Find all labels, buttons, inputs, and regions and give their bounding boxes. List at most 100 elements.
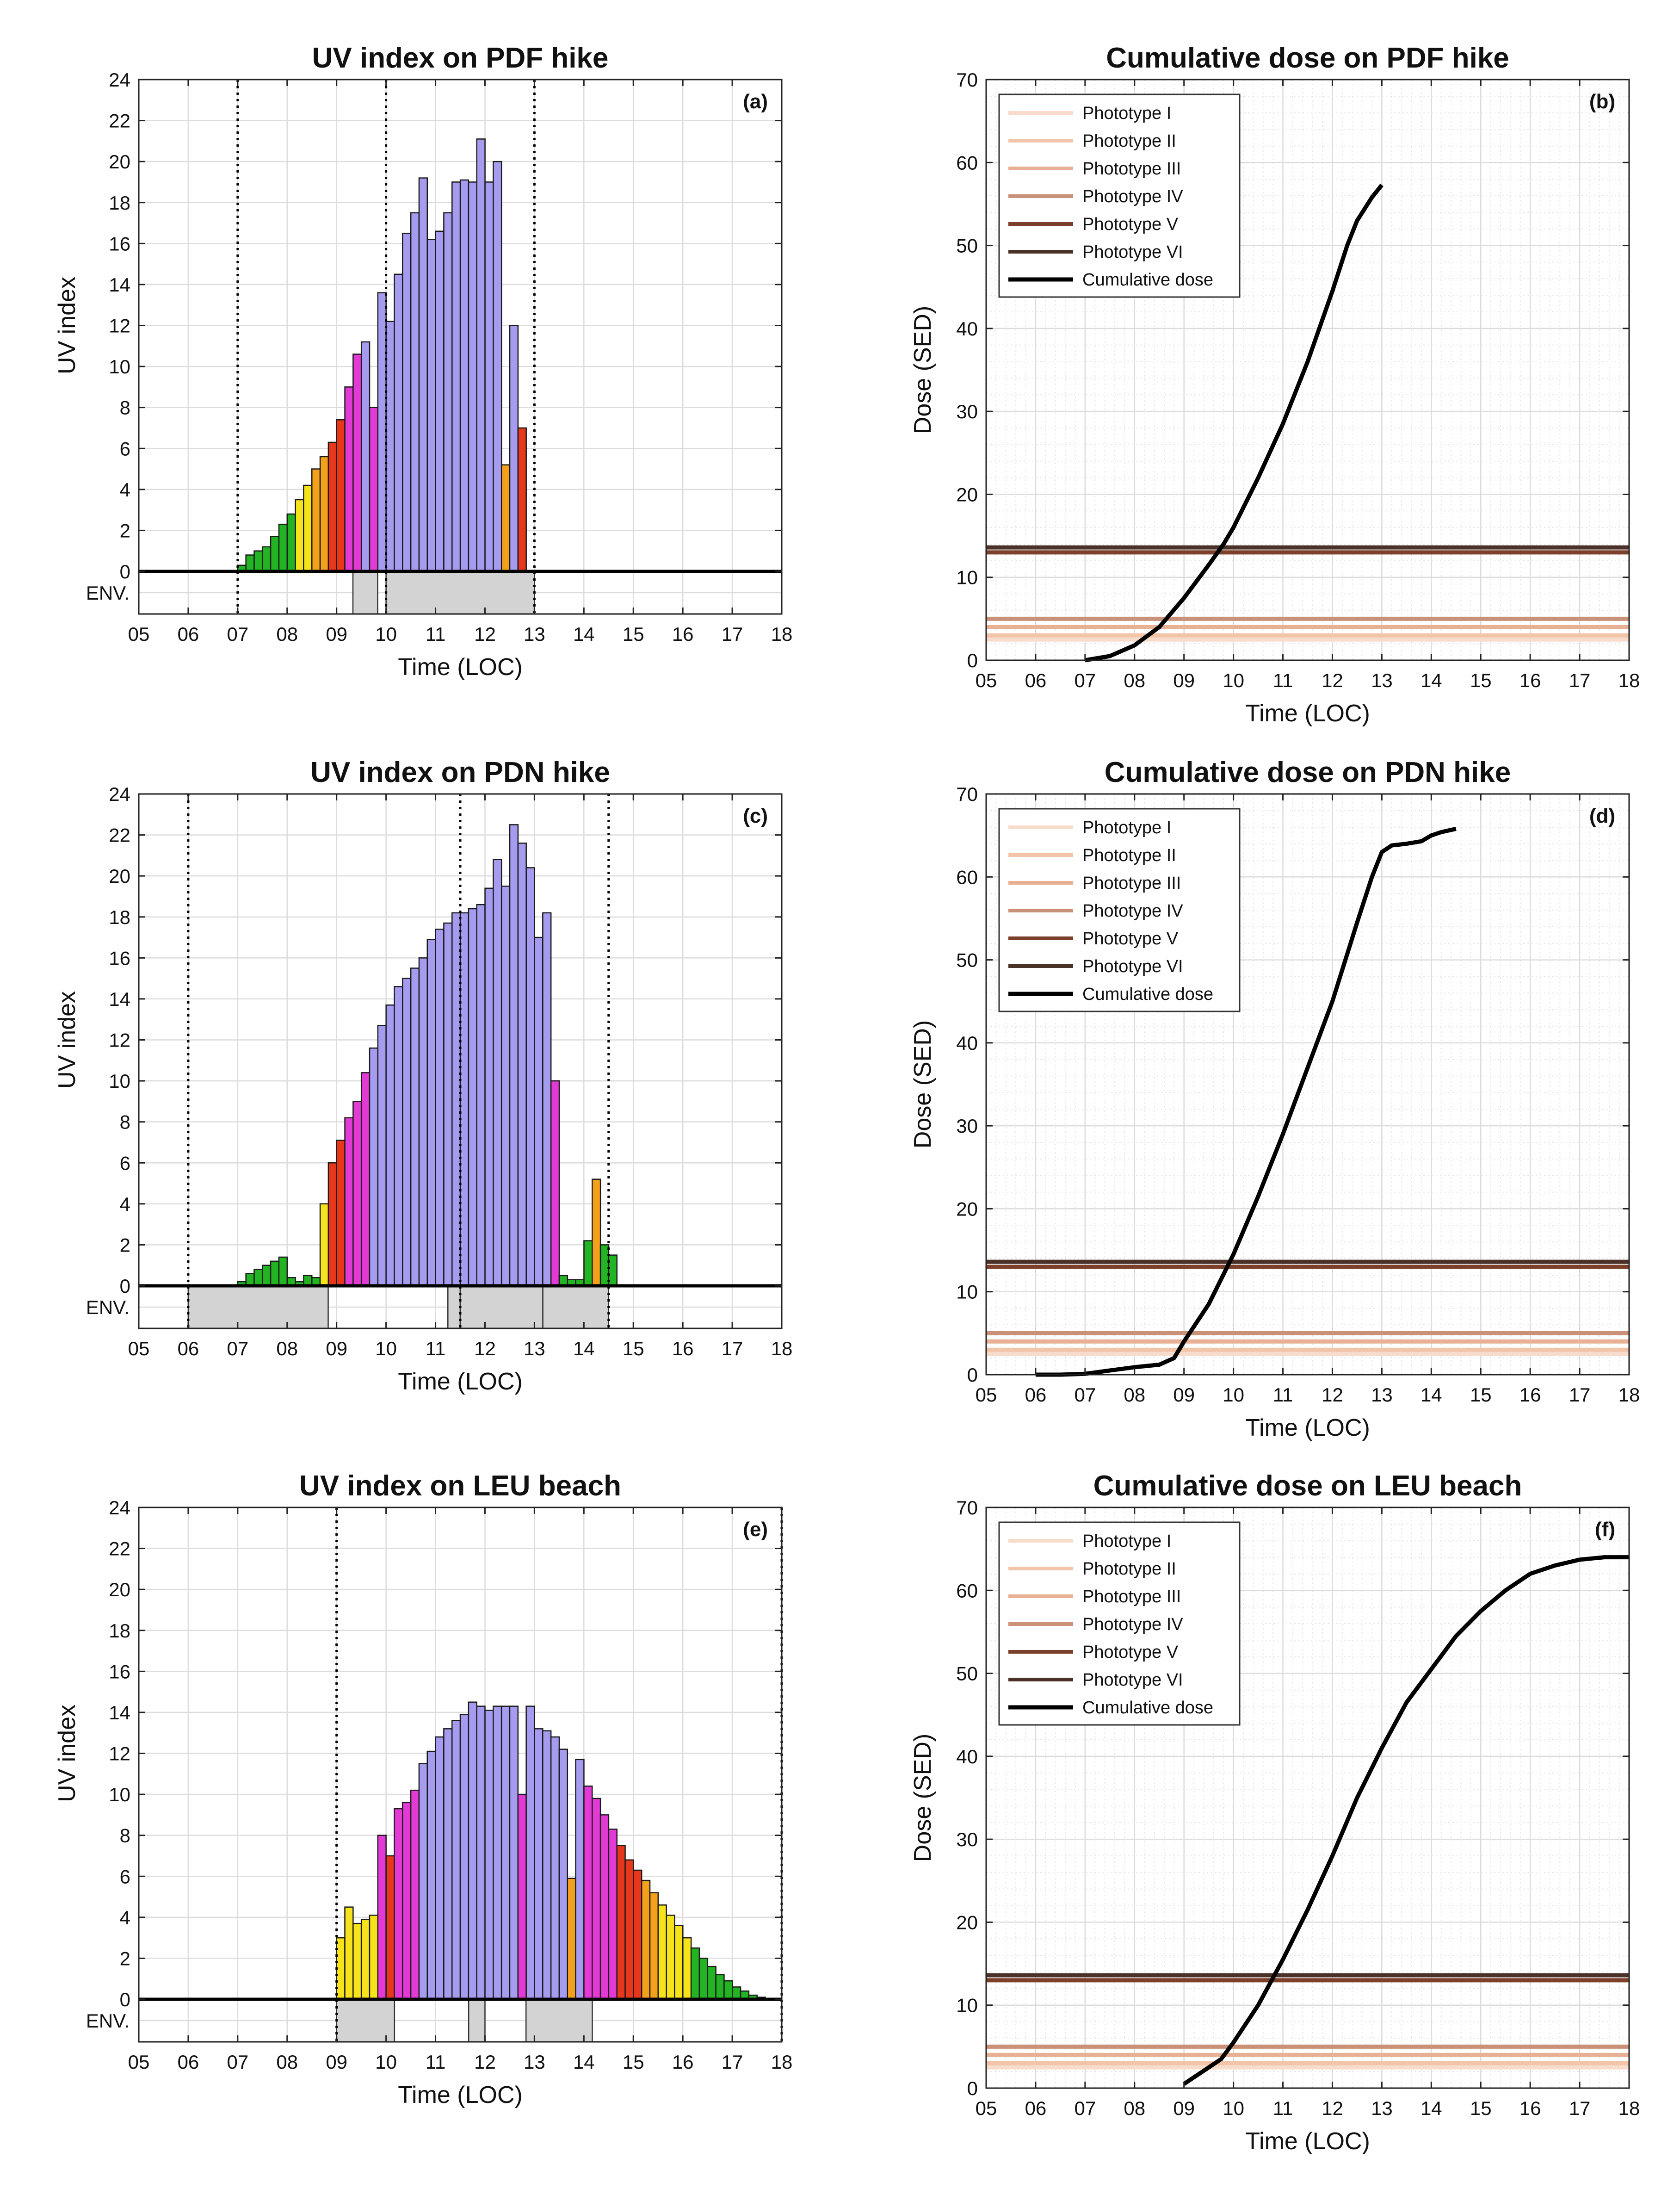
y-tick-label: 30 (956, 401, 978, 422)
x-tick-label: 17 (1569, 1384, 1591, 1406)
uv-bar (295, 499, 304, 572)
panel-d: Phototype I Phototype II Phototype III Phot… (909, 756, 1640, 1441)
uv-bar (352, 353, 362, 572)
x-tick-label: 16 (672, 1338, 694, 1359)
uv-bar (426, 1750, 436, 2000)
uv-bar (435, 929, 445, 1287)
uv-bar (567, 1878, 576, 2000)
x-tick-label: 12 (474, 1338, 496, 1359)
legend-label: Phototype I (1082, 818, 1171, 837)
panel-c: ENV.05 06 07 08 09 10 11 12 13 14 15 16 17 1802468101… (54, 756, 792, 1395)
uv-bar (418, 177, 428, 572)
y-tick-label: 6 (120, 1152, 130, 1174)
uv-bar (591, 1798, 601, 2000)
x-tick-label: 10 (1223, 2097, 1244, 2119)
y-tick-label: 2 (120, 520, 130, 541)
y-tick-label: 10 (109, 1070, 130, 1092)
panel-f: Phototype I Phototype II Phototype III Phot… (909, 1470, 1640, 2155)
uv-bar (459, 1714, 469, 2000)
x-tick-label: 05 (976, 2097, 997, 2119)
y-tick-label: 10 (109, 1784, 130, 1805)
chart-title: UV index on PDN hike (310, 756, 610, 788)
uv-bar (336, 419, 346, 572)
uv-bar (517, 427, 527, 572)
x-tick-label: 14 (573, 2051, 595, 2073)
env-block (336, 1998, 395, 2043)
uv-bar (633, 1869, 642, 2000)
legend-label: Phototype IV (1082, 1615, 1183, 1634)
y-tick-label: 14 (109, 274, 130, 296)
y-tick-label: 70 (956, 783, 978, 805)
uv-bar (509, 824, 519, 1287)
x-tick-label: 07 (227, 2051, 248, 2073)
major-grid (986, 1507, 1629, 2088)
y-tick-label: 40 (956, 1032, 978, 1054)
legend-label: Phototype IV (1082, 187, 1183, 206)
uv-bar (319, 1203, 329, 1287)
uv-bar (311, 468, 321, 572)
x-tick-label: 08 (276, 623, 298, 645)
x-tick-label: 11 (1273, 1384, 1293, 1406)
uv-bar (451, 912, 461, 1287)
env-block (187, 1285, 329, 1329)
y-tick-label: 4 (120, 1193, 130, 1215)
legend-label: Phototype V (1082, 215, 1179, 234)
uv-bar (327, 441, 337, 572)
y-tick-label: 8 (120, 1825, 130, 1847)
y-tick-label: 10 (956, 1281, 978, 1303)
uv-bar (707, 1966, 716, 2000)
y-tick-label: 12 (109, 1029, 130, 1051)
y-tick-label: 18 (109, 1620, 130, 1642)
uv-bar (394, 1808, 403, 2000)
x-tick-label: 11 (426, 2051, 446, 2073)
x-tick-label: 11 (1273, 670, 1293, 691)
uv-bar (575, 1759, 585, 2000)
y-tick-label: 8 (120, 397, 130, 419)
x-tick-label: 06 (1025, 1384, 1047, 1406)
uv-bar (731, 1986, 741, 2000)
y-tick-label: 4 (120, 479, 130, 501)
y-tick-label: 60 (956, 1580, 978, 1601)
uv-bar (253, 1269, 263, 1287)
x-tick-label: 15 (623, 623, 644, 645)
uv-bar (352, 1101, 362, 1287)
uv-bar (418, 957, 428, 1287)
panel-e: ENV.05 06 07 08 09 10 11 12 13 14 15 16 17 1802468101… (54, 1470, 792, 2108)
y-axis-label: UV index (54, 1705, 80, 1802)
uv-bar (509, 325, 519, 572)
panel-tag: (d) (1589, 805, 1615, 827)
x-tick-label: 05 (128, 2051, 150, 2073)
uv-bar (484, 181, 494, 572)
x-tick-label: 11 (426, 623, 446, 645)
phototype-thresholds (986, 545, 1629, 642)
legend-label: Phototype III (1082, 874, 1181, 893)
uv-bar (525, 1705, 535, 2000)
uv-bar (500, 1705, 511, 2000)
uv-bar (262, 1265, 272, 1287)
x-tick-label: 17 (1569, 670, 1591, 691)
uv-bar (500, 886, 511, 1287)
uv-bar (278, 523, 288, 572)
env-label: ENV. (86, 2010, 130, 2032)
uv-bar (624, 1859, 634, 2000)
x-axis-label: Time (LOC) (398, 654, 523, 681)
uv-bar (369, 407, 379, 572)
y-tick-label: 20 (956, 1198, 978, 1220)
y-tick-label: 2 (120, 1947, 130, 1969)
x-tick-label: 18 (771, 2051, 793, 2073)
x-tick-label: 05 (128, 1338, 150, 1359)
uv-bar (303, 484, 313, 572)
x-tick-label: 16 (672, 623, 694, 645)
minor-grid (986, 794, 1629, 1375)
cumulative-dose-line (1035, 826, 1457, 1377)
x-axis-label: Time (LOC) (398, 2082, 523, 2108)
y-tick-label: 20 (956, 1911, 978, 1933)
uv-bar (459, 179, 469, 572)
y-tick-label: 20 (109, 865, 130, 887)
y-tick-label: 20 (109, 151, 130, 173)
legend-label: Cumulative dose (1082, 270, 1213, 290)
uv-bar (500, 464, 511, 572)
uv-bar (443, 212, 453, 572)
env-blocks (336, 1998, 593, 2043)
